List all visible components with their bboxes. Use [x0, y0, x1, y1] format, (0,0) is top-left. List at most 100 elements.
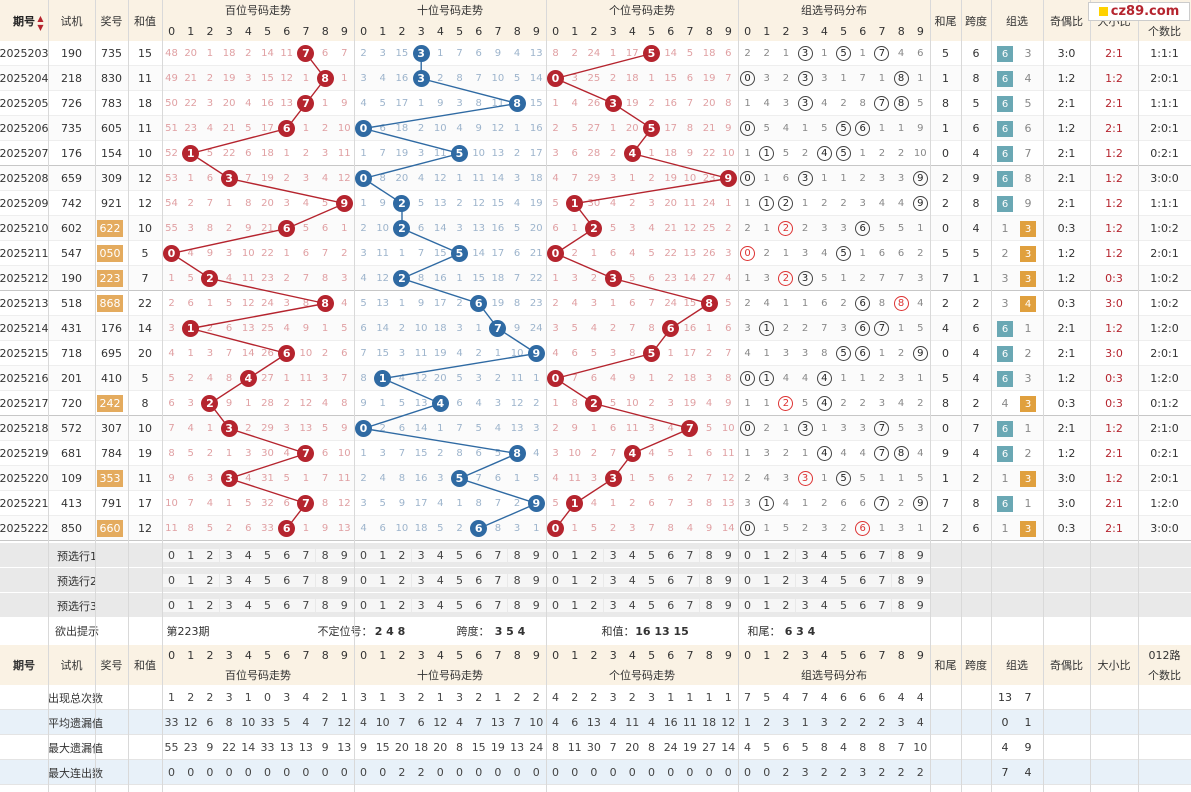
g-preselect-digit[interactable]: 9 [910, 599, 930, 612]
u-preselect-digit[interactable]: 9 [718, 574, 738, 587]
u-preselect-digit[interactable]: 2 [584, 549, 604, 562]
g-preselect-digit[interactable]: 9 [910, 549, 930, 562]
h-preselect-digit[interactable]: 8 [315, 574, 335, 587]
h-preselect-digit[interactable]: 2 [200, 574, 220, 587]
g-preselect-digit[interactable]: 5 [834, 549, 853, 562]
h-preselect-digit[interactable]: 1 [181, 549, 201, 562]
g-preselect-digit[interactable]: 8 [891, 549, 911, 562]
t-preselect-digit[interactable]: 5 [450, 599, 469, 612]
sort-icon[interactable]: ▲▼ [36, 14, 45, 32]
h-preselect-digit[interactable]: 7 [296, 574, 316, 587]
h-preselect-digit[interactable]: 9 [334, 599, 354, 612]
h-preselect-digit[interactable]: 7 [296, 549, 316, 562]
g-preselect-digit[interactable]: 3 [795, 549, 815, 562]
g-preselect-digit[interactable]: 1 [757, 549, 777, 562]
u-preselect-digit[interactable]: 7 [680, 574, 700, 587]
period-header-bottom[interactable]: 期号 [13, 659, 35, 672]
h-preselect-digit[interactable]: 4 [238, 599, 258, 612]
u-preselect-digit[interactable]: 3 [603, 549, 623, 562]
g-preselect-digit[interactable]: 3 [795, 574, 815, 587]
g-preselect-digit[interactable]: 4 [814, 599, 834, 612]
u-preselect-digit[interactable]: 9 [718, 599, 738, 612]
g-preselect-digit[interactable]: 7 [872, 574, 892, 587]
t-preselect-digit[interactable]: 7 [488, 599, 508, 612]
u-preselect-digit[interactable]: 5 [642, 599, 661, 612]
u-preselect-digit[interactable]: 7 [680, 549, 700, 562]
site-logo[interactable]: cz89.com [1088, 2, 1190, 21]
u-preselect-digit[interactable]: 5 [642, 549, 661, 562]
period-header[interactable]: 期号 [13, 14, 35, 28]
t-preselect-digit[interactable]: 6 [469, 574, 489, 587]
g-preselect-digit[interactable]: 7 [872, 549, 892, 562]
g-preselect-digit[interactable]: 8 [891, 599, 911, 612]
g-preselect-digit[interactable]: 9 [910, 574, 930, 587]
h-preselect-digit[interactable]: 2 [200, 599, 220, 612]
h-preselect-digit[interactable]: 0 [162, 599, 181, 612]
u-preselect-digit[interactable]: 3 [603, 599, 623, 612]
t-preselect-digit[interactable]: 6 [469, 599, 489, 612]
u-preselect-digit[interactable]: 1 [565, 574, 585, 587]
t-preselect-digit[interactable]: 4 [430, 599, 450, 612]
t-preselect-digit[interactable]: 7 [488, 574, 508, 587]
g-preselect-digit[interactable]: 4 [814, 549, 834, 562]
u-preselect-digit[interactable]: 8 [699, 574, 719, 587]
u-preselect-digit[interactable]: 9 [718, 549, 738, 562]
u-preselect-digit[interactable]: 2 [584, 599, 604, 612]
t-preselect-digit[interactable]: 4 [430, 549, 450, 562]
u-preselect-digit[interactable]: 8 [699, 549, 719, 562]
u-preselect-digit[interactable]: 5 [642, 574, 661, 587]
u-preselect-digit[interactable]: 4 [622, 574, 642, 587]
t-preselect-digit[interactable]: 5 [450, 549, 469, 562]
u-preselect-digit[interactable]: 0 [546, 549, 565, 562]
h-preselect-digit[interactable]: 1 [181, 599, 201, 612]
t-preselect-digit[interactable]: 3 [411, 549, 431, 562]
u-preselect-digit[interactable]: 1 [565, 549, 585, 562]
u-preselect-digit[interactable]: 7 [680, 599, 700, 612]
g-preselect-digit[interactable]: 2 [776, 549, 796, 562]
u-preselect-digit[interactable]: 4 [622, 549, 642, 562]
h-preselect-digit[interactable]: 9 [334, 574, 354, 587]
t-preselect-digit[interactable]: 8 [507, 599, 527, 612]
h-preselect-digit[interactable]: 1 [181, 574, 201, 587]
t-preselect-digit[interactable]: 8 [507, 574, 527, 587]
t-preselect-digit[interactable]: 1 [373, 574, 393, 587]
g-preselect-digit[interactable]: 5 [834, 599, 853, 612]
g-preselect-digit[interactable]: 0 [738, 549, 757, 562]
t-preselect-digit[interactable]: 9 [526, 574, 546, 587]
g-preselect-digit[interactable]: 6 [853, 599, 873, 612]
g-preselect-digit[interactable]: 4 [814, 574, 834, 587]
t-preselect-digit[interactable]: 9 [526, 549, 546, 562]
h-preselect-digit[interactable]: 4 [238, 574, 258, 587]
t-preselect-digit[interactable]: 5 [450, 574, 469, 587]
u-preselect-digit[interactable]: 1 [565, 599, 585, 612]
t-preselect-digit[interactable]: 4 [430, 574, 450, 587]
h-preselect-digit[interactable]: 3 [219, 599, 239, 612]
g-preselect-digit[interactable]: 2 [776, 599, 796, 612]
h-preselect-digit[interactable]: 2 [200, 549, 220, 562]
t-preselect-digit[interactable]: 8 [507, 549, 527, 562]
h-preselect-digit[interactable]: 6 [277, 574, 297, 587]
h-preselect-digit[interactable]: 6 [277, 549, 297, 562]
t-preselect-digit[interactable]: 7 [488, 549, 508, 562]
t-preselect-digit[interactable]: 1 [373, 549, 393, 562]
t-preselect-digit[interactable]: 2 [392, 574, 412, 587]
u-preselect-digit[interactable]: 4 [622, 599, 642, 612]
h-preselect-digit[interactable]: 6 [277, 599, 297, 612]
h-preselect-digit[interactable]: 0 [162, 549, 181, 562]
g-preselect-digit[interactable]: 8 [891, 574, 911, 587]
u-preselect-digit[interactable]: 6 [661, 574, 681, 587]
g-preselect-digit[interactable]: 2 [776, 574, 796, 587]
h-preselect-digit[interactable]: 3 [219, 574, 239, 587]
u-preselect-digit[interactable]: 2 [584, 574, 604, 587]
t-preselect-digit[interactable]: 3 [411, 574, 431, 587]
g-preselect-digit[interactable]: 6 [853, 549, 873, 562]
h-preselect-digit[interactable]: 3 [219, 549, 239, 562]
t-preselect-digit[interactable]: 2 [392, 549, 412, 562]
t-preselect-digit[interactable]: 3 [411, 599, 431, 612]
t-preselect-digit[interactable]: 1 [373, 599, 393, 612]
u-preselect-digit[interactable]: 0 [546, 599, 565, 612]
u-preselect-digit[interactable]: 6 [661, 549, 681, 562]
h-preselect-digit[interactable]: 5 [258, 599, 277, 612]
u-preselect-digit[interactable]: 0 [546, 574, 565, 587]
t-preselect-digit[interactable]: 2 [392, 599, 412, 612]
